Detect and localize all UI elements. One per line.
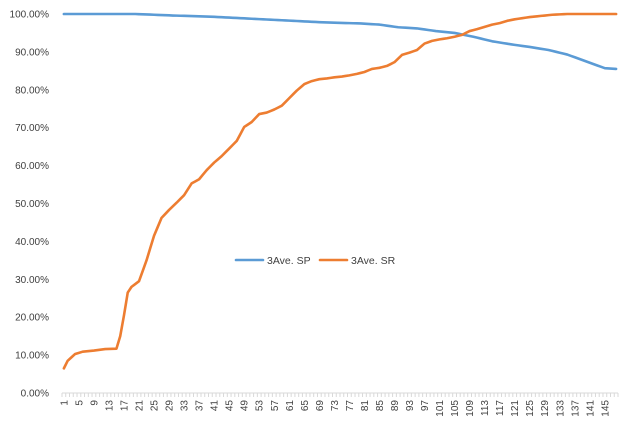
x-tick-label: 73 [330,400,341,412]
y-tick-label: 0.00% [21,389,49,400]
y-tick-label: 30.00% [15,275,49,286]
x-tick-label: 125 [525,400,536,417]
y-axis-tick-labels: 0.00% 10.00% 20.00% 30.00% 40.00% 50.00% 60.00… [10,10,50,400]
y-tick-label: 70.00% [15,123,49,134]
x-tick-label: 57 [270,400,281,412]
y-tick-label: 80.00% [15,85,49,96]
x-tick-label: 33 [180,400,191,412]
x-tick-label: 37 [195,400,206,412]
x-tick-label: 145 [600,400,611,417]
x-tick-label: 41 [210,400,221,412]
x-axis-tick-labels: 1 5 9 13 17 21 25 29 33 37 41 45 49 53 57 61 65 69 73 77 81 8… [59,400,611,417]
legend-label-1: 3Ave. SP [267,255,311,267]
y-tick-label: 90.00% [15,47,49,58]
x-tick-label: 129 [540,400,551,417]
x-tick-label: 113 [480,400,491,416]
x-tick-label: 97 [420,400,431,412]
x-tick-label: 81 [360,400,371,412]
x-tick-label: 17 [119,400,130,412]
legend: 3Ave. SP 3Ave. SR [234,255,396,267]
x-tick-label: 121 [510,400,521,417]
x-tick-label: 85 [375,400,386,412]
x-tick-label: 133 [555,400,566,417]
series-line-1 [62,12,618,71]
x-tick-label: 9 [89,400,100,406]
x-tick-label: 65 [300,400,311,412]
x-tick-label: 137 [570,400,581,417]
x-tick-label: 93 [405,400,416,412]
x-tick-label: 21 [135,400,146,412]
x-tick-label: 49 [240,400,251,412]
x-tick-label: 5 [74,400,85,406]
y-tick-label: 50.00% [15,199,49,210]
x-tick-label: 101 [435,400,446,417]
series-line-2 [62,12,618,370]
x-tick-label: 61 [285,400,296,412]
x-tick-label: 13 [104,400,115,412]
legend-label-2: 3Ave. SR [351,255,396,267]
x-tick-label: 141 [585,400,596,417]
x-tick-label: 53 [255,400,266,412]
y-tick-label: 100.00% [10,10,50,21]
series-lines [62,12,618,370]
y-tick-label: 20.00% [15,313,49,324]
y-tick-label: 60.00% [15,161,49,172]
x-tick-label: 105 [450,400,461,417]
x-tick-label: 77 [345,400,356,412]
x-tick-label: 109 [465,400,476,417]
x-axis [61,392,619,397]
x-tick-label: 117 [495,400,506,416]
x-tick-label: 25 [150,400,161,412]
x-tick-label: 89 [390,400,401,412]
x-tick-label: 45 [225,400,236,412]
y-tick-label: 10.00% [15,351,49,362]
y-tick-label: 40.00% [15,237,49,248]
x-tick-label: 69 [315,400,326,412]
x-tick-label: 1 [59,400,70,406]
x-tick-label: 29 [165,400,176,412]
